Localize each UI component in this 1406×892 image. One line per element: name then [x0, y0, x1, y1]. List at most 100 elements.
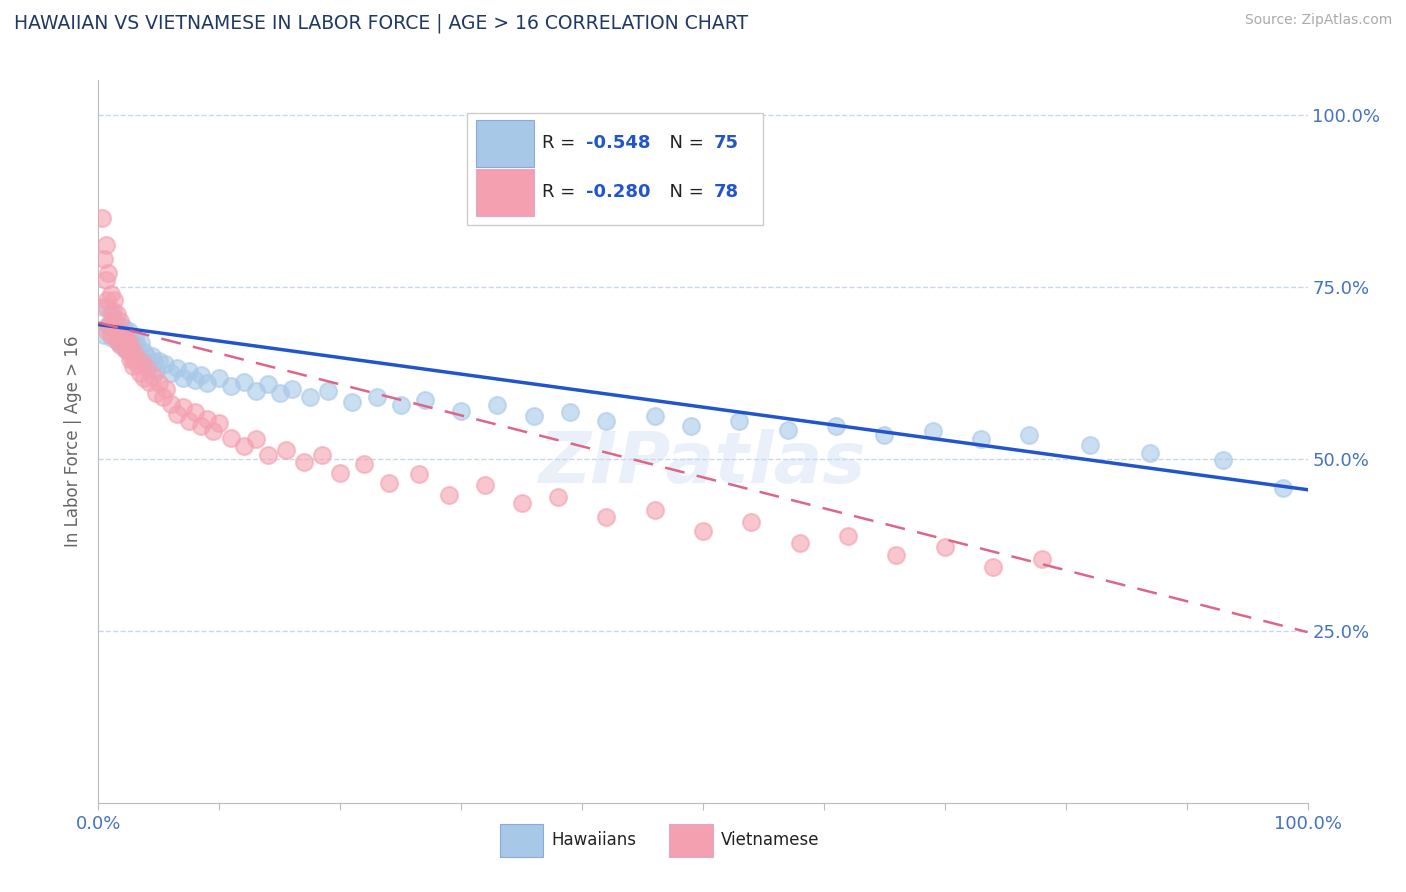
Point: [108, 336, 131, 351]
Point: [595, 414, 617, 428]
Point: [195, 376, 218, 390]
Point: [595, 510, 617, 524]
Text: N =: N =: [658, 134, 710, 153]
Point: [135, 360, 157, 375]
Point: [299, 390, 322, 404]
Point: [110, 329, 132, 343]
Point: [103, 322, 125, 336]
Point: [886, 548, 908, 562]
Point: [190, 368, 212, 382]
Point: [208, 416, 231, 430]
Point: [112, 327, 135, 342]
Point: [221, 379, 243, 393]
Point: [121, 350, 143, 364]
Point: [190, 418, 212, 433]
Point: [1018, 427, 1040, 442]
Point: [121, 334, 143, 349]
Point: [122, 359, 145, 373]
Point: [155, 382, 177, 396]
Point: [100, 327, 122, 342]
Point: [232, 375, 254, 389]
Point: [127, 338, 149, 352]
Point: [104, 322, 127, 336]
Point: [145, 386, 167, 401]
Point: [100, 286, 122, 301]
Point: [523, 409, 546, 423]
Point: [172, 370, 194, 384]
Point: [118, 336, 141, 351]
Point: [179, 364, 201, 378]
Point: [311, 448, 333, 462]
Point: [96, 301, 118, 315]
Point: [245, 384, 267, 399]
Point: [232, 439, 254, 453]
Point: [148, 354, 170, 368]
Point: [138, 359, 160, 373]
Point: [115, 342, 138, 356]
Point: [91, 211, 114, 225]
Point: [245, 433, 267, 447]
Point: [98, 318, 121, 332]
Point: [166, 407, 188, 421]
Point: [118, 351, 141, 366]
Point: [981, 560, 1004, 574]
Point: [94, 273, 117, 287]
Text: -0.280: -0.280: [586, 183, 650, 202]
Point: [115, 331, 138, 345]
Point: [111, 319, 134, 334]
Point: [138, 375, 160, 389]
Point: [107, 318, 129, 332]
Point: [105, 307, 128, 321]
Point: [129, 336, 152, 351]
FancyBboxPatch shape: [501, 823, 543, 857]
Point: [93, 252, 115, 267]
Point: [100, 307, 122, 321]
Text: HAWAIIAN VS VIETNAMESE IN LABOR FORCE | AGE > 16 CORRELATION CHART: HAWAIIAN VS VIETNAMESE IN LABOR FORCE | …: [14, 13, 748, 33]
Point: [728, 414, 751, 428]
Point: [202, 424, 225, 438]
Point: [281, 382, 304, 396]
Point: [316, 384, 339, 399]
Point: [389, 398, 412, 412]
Point: [1031, 551, 1053, 566]
Y-axis label: In Labor Force | Age > 16: In Labor Force | Age > 16: [65, 335, 83, 548]
Point: [644, 503, 666, 517]
Point: [117, 333, 139, 347]
Point: [103, 310, 125, 325]
Point: [127, 357, 149, 371]
Point: [103, 293, 125, 308]
FancyBboxPatch shape: [669, 823, 713, 857]
Point: [256, 448, 278, 462]
Point: [122, 342, 145, 356]
Point: [353, 457, 375, 471]
Point: [450, 403, 472, 417]
Point: [274, 443, 297, 458]
Point: [547, 490, 569, 504]
Point: [131, 355, 153, 369]
Point: [342, 395, 364, 409]
Point: [825, 418, 848, 433]
Point: [114, 342, 136, 356]
Point: [1212, 453, 1234, 467]
Text: 75: 75: [714, 134, 740, 153]
Point: [105, 334, 128, 348]
Point: [125, 343, 148, 357]
Point: [166, 360, 188, 375]
Point: [127, 349, 149, 363]
Point: [148, 376, 170, 390]
Point: [97, 318, 120, 332]
Point: [366, 390, 388, 404]
Point: [195, 412, 218, 426]
Text: N =: N =: [658, 183, 710, 202]
Point: [118, 334, 141, 349]
Point: [96, 325, 118, 339]
Point: [124, 331, 146, 345]
Point: [934, 540, 956, 554]
Point: [558, 405, 581, 419]
Text: -0.548: -0.548: [586, 134, 650, 153]
Point: [692, 524, 714, 538]
Point: [120, 340, 142, 354]
Point: [128, 366, 150, 380]
Point: [120, 345, 142, 359]
Text: ZIPatlas: ZIPatlas: [540, 429, 866, 498]
